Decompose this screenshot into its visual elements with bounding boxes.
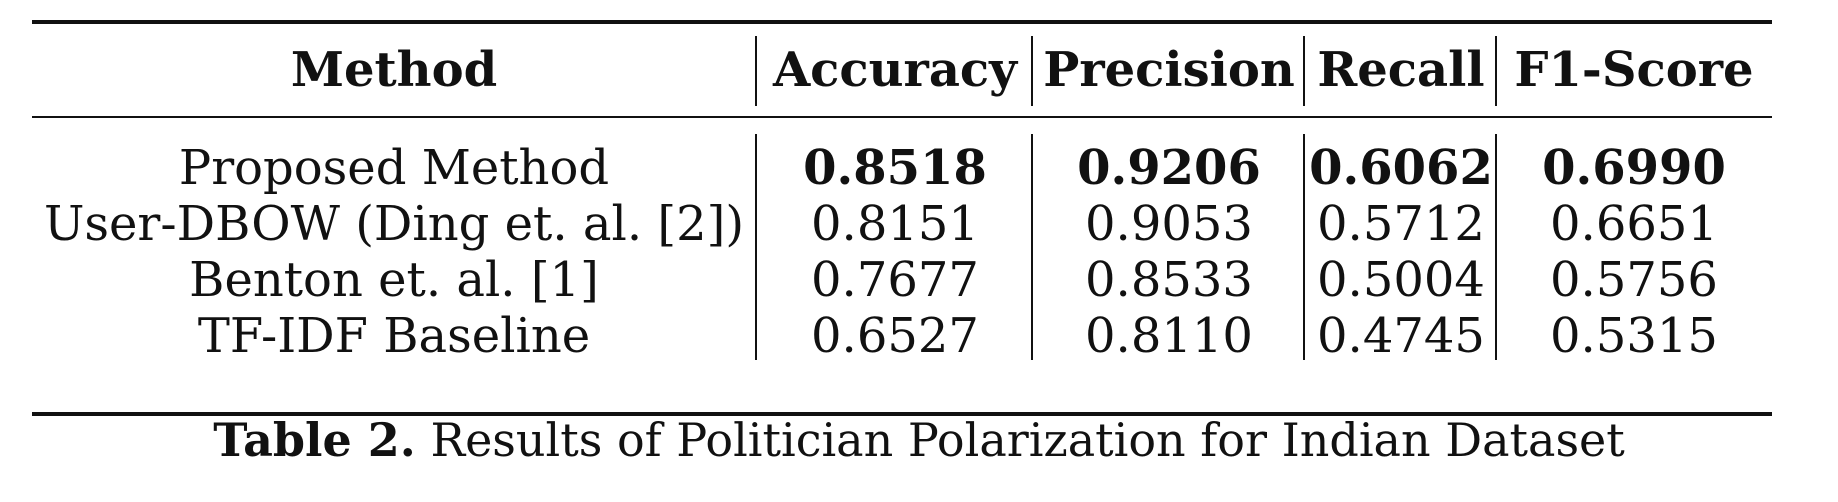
header-divider-1 (755, 36, 757, 106)
row-method: TF-IDF Baseline (197, 308, 591, 364)
row-method: Benton et. al. [1] (189, 252, 599, 308)
header-recall: Recall (1317, 42, 1485, 98)
row-f1: 0.5315 (1550, 308, 1718, 364)
row-accuracy: 0.8151 (811, 196, 979, 252)
row-accuracy: 0.6527 (811, 308, 979, 364)
header-method: Method (290, 42, 498, 98)
header-divider-2 (1031, 36, 1033, 106)
row-recall: 0.5004 (1317, 252, 1485, 308)
row-recall: 0.5712 (1317, 196, 1485, 252)
row-method: User-DBOW (Ding et. al. [2]) (43, 196, 745, 252)
caption-text: Results of Politician Polarization for I… (430, 413, 1625, 467)
row-precision: 0.8533 (1085, 252, 1253, 308)
row-method: Proposed Method (178, 140, 610, 196)
body-divider-2 (1031, 134, 1033, 360)
caption-label: Table 2. (213, 413, 416, 467)
row-recall: 0.4745 (1317, 308, 1485, 364)
body-divider-4 (1495, 134, 1497, 360)
row-f1: 0.6990 (1542, 140, 1726, 196)
row-f1: 0.5756 (1550, 252, 1718, 308)
table-caption: Table 2. Results of Politician Polarizat… (0, 412, 1838, 468)
row-recall: 0.6062 (1309, 140, 1493, 196)
header-precision: Precision (1043, 42, 1295, 98)
header-f1-score: F1-Score (1514, 42, 1754, 98)
table-top-rule (32, 20, 1772, 24)
row-precision: 0.8110 (1085, 308, 1253, 364)
row-accuracy: 0.8518 (803, 140, 987, 196)
row-precision: 0.9206 (1077, 140, 1261, 196)
body-divider-3 (1303, 134, 1305, 360)
body-divider-1 (755, 134, 757, 360)
table-bottom-rule (32, 412, 1772, 416)
header-accuracy: Accuracy (772, 42, 1018, 98)
row-f1: 0.6651 (1550, 196, 1718, 252)
header-divider-3 (1303, 36, 1305, 106)
row-accuracy: 0.7677 (811, 252, 979, 308)
row-precision: 0.9053 (1085, 196, 1253, 252)
header-divider-4 (1495, 36, 1497, 106)
table-header-rule (32, 116, 1772, 118)
